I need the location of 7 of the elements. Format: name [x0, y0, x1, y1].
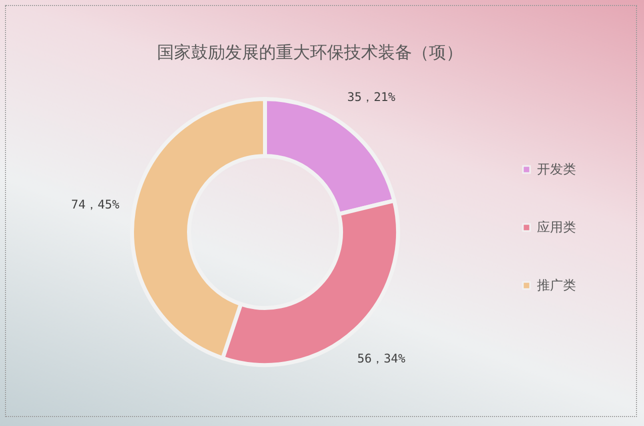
data-label: 35，21%	[347, 90, 396, 104]
legend-label: 推广类	[537, 278, 576, 294]
data-label: 56，34%	[357, 352, 406, 366]
data-label: 74，45%	[71, 197, 120, 212]
chart-title: 国家鼓励发展的重大环保技术装备（项）	[157, 43, 463, 63]
legend-label: 开发类	[537, 162, 576, 178]
legend-label: 应用类	[537, 220, 576, 236]
